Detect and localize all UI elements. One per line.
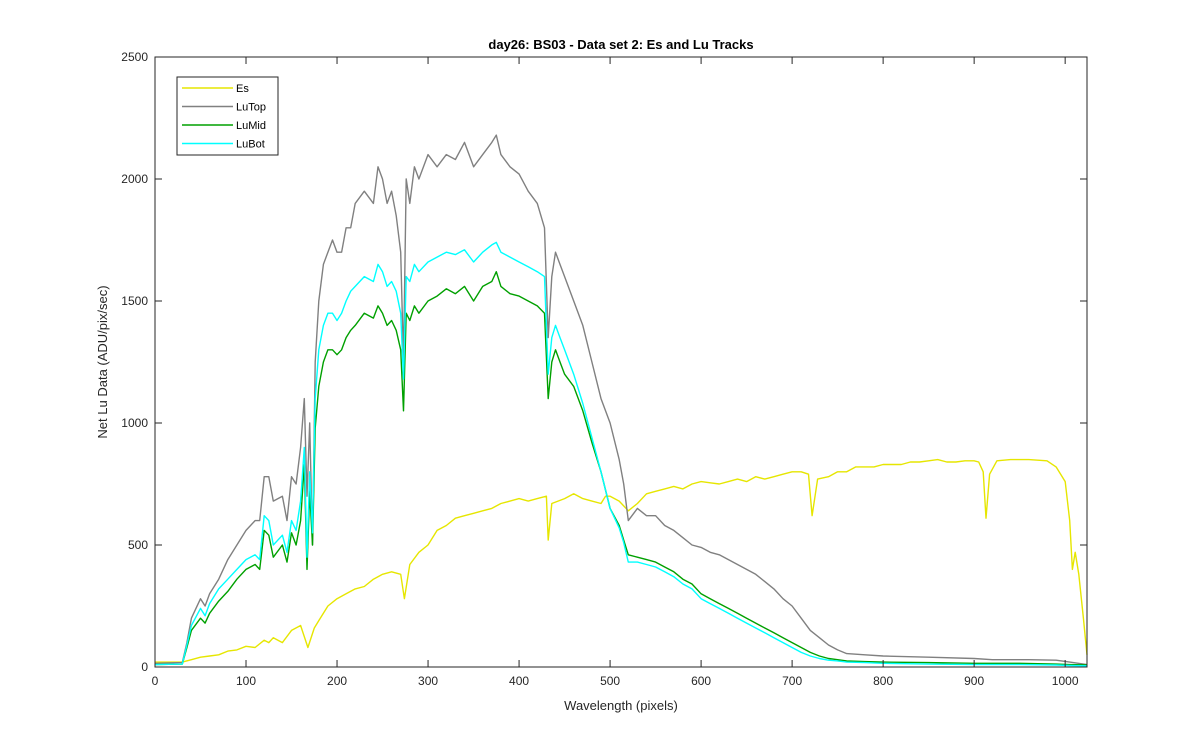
x-tick-label: 0 xyxy=(152,674,159,688)
x-tick-label: 800 xyxy=(873,674,893,688)
legend-box xyxy=(176,76,279,156)
x-tick-label: 100 xyxy=(236,674,256,688)
x-tick-label: 1000 xyxy=(1052,674,1079,688)
x-axis-label: Wavelength (pixels) xyxy=(564,698,678,713)
y-tick-label: 1000 xyxy=(121,416,148,430)
series-line-lubot xyxy=(154,241,1088,667)
axes-box xyxy=(154,56,1088,668)
series-line-es xyxy=(155,458,1088,663)
y-tick-label: 2000 xyxy=(121,172,148,186)
y-tick-label: 0 xyxy=(141,660,148,674)
y-tick-label: 2500 xyxy=(121,50,148,64)
x-tick-label: 700 xyxy=(782,674,802,688)
series-line-lumid xyxy=(154,271,1088,666)
y-axis-label: Net Lu Data (ADU/pix/sec) xyxy=(95,285,110,438)
x-tick-label: 600 xyxy=(691,674,711,688)
y-tick-label: 500 xyxy=(128,538,148,552)
ticks-layer: 0 100 200 300 400 500 600 700 800 900 1000 0 500 1000… xyxy=(121,50,1087,688)
x-tick-label: 200 xyxy=(327,674,347,688)
legend-label-lutop: LuTop xyxy=(236,102,266,114)
legend-label-lubot: LuBot xyxy=(236,139,265,151)
y-tick-label: 1500 xyxy=(121,294,148,308)
legend-label-es: Es xyxy=(236,83,249,95)
x-tick-label: 500 xyxy=(600,674,620,688)
plot-area xyxy=(155,57,1087,667)
x-tick-label: 400 xyxy=(509,674,529,688)
chart-title: day26: BS03 - Data set 2: Es and Lu Trac… xyxy=(488,37,753,52)
legend-label-lumid: LuMid xyxy=(236,120,266,132)
x-tick-label: 900 xyxy=(964,674,984,688)
series-layer xyxy=(154,134,1088,667)
x-tick-label: 300 xyxy=(418,674,438,688)
series-line-lutop xyxy=(154,134,1088,666)
legend: Es LuTop LuMid LuBot xyxy=(176,76,279,156)
